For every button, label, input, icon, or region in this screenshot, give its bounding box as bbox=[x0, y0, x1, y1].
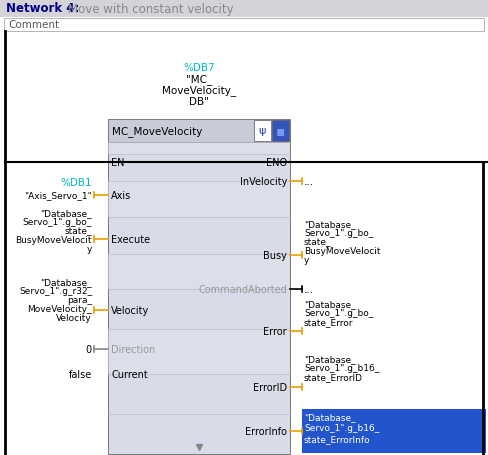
Text: Servo_1".g_bo_: Servo_1".g_bo_ bbox=[23, 218, 92, 227]
Text: "MC_: "MC_ bbox=[186, 74, 212, 85]
Text: Error: Error bbox=[264, 326, 287, 336]
Text: ...: ... bbox=[304, 284, 314, 294]
Text: BusyMoveVelocit: BusyMoveVelocit bbox=[304, 247, 381, 256]
Text: state_ErrorID: state_ErrorID bbox=[304, 373, 363, 382]
Text: Axis: Axis bbox=[111, 191, 131, 201]
Text: state_: state_ bbox=[304, 238, 331, 247]
Text: MoveVelocity_: MoveVelocity_ bbox=[162, 86, 236, 96]
Bar bbox=[0, 0, 488, 18]
Text: "Database_: "Database_ bbox=[304, 300, 356, 309]
Text: state_: state_ bbox=[64, 227, 92, 236]
Bar bbox=[108, 143, 290, 454]
Text: Velocity: Velocity bbox=[111, 305, 149, 315]
Text: MoveVelocity_: MoveVelocity_ bbox=[27, 305, 92, 314]
Text: MC_MoveVelocity: MC_MoveVelocity bbox=[112, 126, 203, 136]
Text: "Database_: "Database_ bbox=[304, 413, 356, 422]
Text: "Database_: "Database_ bbox=[41, 209, 92, 218]
Text: Execute: Execute bbox=[111, 234, 150, 244]
Text: CommandAborted: CommandAborted bbox=[198, 284, 287, 294]
Text: Current: Current bbox=[111, 369, 148, 379]
Text: %DB7: %DB7 bbox=[183, 63, 215, 73]
Text: %DB1: %DB1 bbox=[61, 177, 92, 187]
Text: Servo_1".g_b16_: Servo_1".g_b16_ bbox=[304, 364, 379, 373]
Text: "Database_: "Database_ bbox=[41, 278, 92, 287]
Text: ▪: ▪ bbox=[276, 124, 285, 138]
Text: ErrorID: ErrorID bbox=[253, 382, 287, 392]
Text: DB": DB" bbox=[189, 97, 209, 107]
Text: Servo_1".g_bo_: Servo_1".g_bo_ bbox=[304, 229, 373, 238]
Bar bbox=[108, 254, 290, 289]
Bar bbox=[4, 19, 484, 32]
Text: BusyMoveVelocit: BusyMoveVelocit bbox=[16, 236, 92, 245]
Bar bbox=[254, 121, 271, 142]
Bar bbox=[108, 120, 290, 143]
Bar bbox=[302, 409, 486, 453]
Text: ...: ... bbox=[304, 177, 314, 187]
Text: InVelocity: InVelocity bbox=[240, 177, 287, 187]
Text: y: y bbox=[87, 245, 92, 254]
Text: false: false bbox=[69, 369, 92, 379]
Text: Direction: Direction bbox=[111, 344, 155, 354]
Text: "Database_: "Database_ bbox=[304, 220, 356, 229]
Bar bbox=[108, 329, 290, 374]
Text: ErrorInfo: ErrorInfo bbox=[245, 426, 287, 436]
Bar bbox=[108, 143, 290, 155]
Text: ENO: ENO bbox=[266, 157, 287, 167]
Text: EN: EN bbox=[111, 157, 124, 167]
Text: Comment: Comment bbox=[8, 20, 59, 30]
Text: state_ErrorInfo: state_ErrorInfo bbox=[304, 435, 370, 444]
Text: "Database_: "Database_ bbox=[304, 355, 356, 364]
Text: "Axis_Servo_1": "Axis_Servo_1" bbox=[24, 191, 92, 200]
Bar bbox=[108, 182, 290, 217]
Bar bbox=[272, 121, 289, 142]
Text: Servo_1".g_bo_: Servo_1".g_bo_ bbox=[304, 309, 373, 318]
Text: Move with constant velocity: Move with constant velocity bbox=[68, 2, 234, 15]
Text: y: y bbox=[304, 256, 309, 265]
Text: Servo_1".g_b16_: Servo_1".g_b16_ bbox=[304, 424, 379, 433]
Text: Network 4:: Network 4: bbox=[6, 2, 80, 15]
Text: Servo_1".g_r32_: Servo_1".g_r32_ bbox=[19, 287, 92, 296]
Text: Velocity: Velocity bbox=[56, 314, 92, 323]
Text: ψ: ψ bbox=[259, 126, 266, 136]
Text: Busy: Busy bbox=[263, 250, 287, 260]
Text: para_: para_ bbox=[67, 296, 92, 305]
Text: state_Error: state_Error bbox=[304, 318, 353, 327]
Text: 0: 0 bbox=[86, 344, 92, 354]
